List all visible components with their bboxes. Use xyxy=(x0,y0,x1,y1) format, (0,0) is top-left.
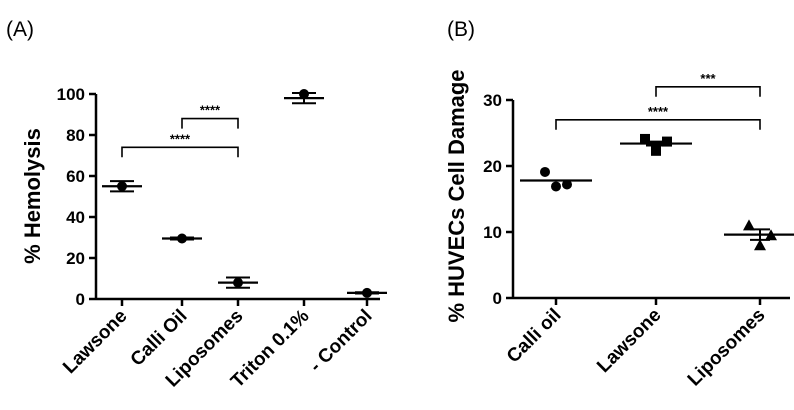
panel-a-significance-bracket xyxy=(181,117,239,129)
panel-a-y-tick-label: 80 xyxy=(66,126,85,145)
panel-b-significance-bracket xyxy=(655,86,761,97)
panel-b-data-point xyxy=(743,219,755,231)
panel-b-y-axis-title: % HUVECs Cell Damage xyxy=(444,69,469,322)
panel-a-y-axis-title: % Hemolysis xyxy=(20,128,45,264)
panel-b-data-point xyxy=(562,179,572,190)
panel-b-significance-label: *** xyxy=(700,71,716,86)
panel-b-data-point xyxy=(765,229,777,241)
panel-b-data-point xyxy=(651,145,661,156)
panel-b-significance-label: **** xyxy=(648,104,669,119)
panel-a-x-tick-label: - Control xyxy=(306,306,377,377)
panel-b-y-tick-label: 10 xyxy=(483,223,502,242)
panel-a-label: (A) xyxy=(6,18,34,41)
panel-a-y-tick-label: 20 xyxy=(66,249,85,268)
panel-a-y-tick-label: 0 xyxy=(76,290,85,309)
panel-b-data-point xyxy=(540,166,550,177)
panel-a-data-point xyxy=(362,287,372,298)
panel-b-x-tick-label: Liposomes xyxy=(684,305,770,391)
panel-a-data-point xyxy=(177,233,187,244)
panel-b-y-tick-label: 30 xyxy=(483,91,502,110)
panel-a-y-tick-label: 60 xyxy=(66,167,85,186)
panel-b-x-tick-label: Lawsone xyxy=(593,305,665,377)
panel-b-y-tick-label: 0 xyxy=(493,289,502,308)
panel-a-y-tick-label: 100 xyxy=(57,85,85,104)
panel-b-data-point xyxy=(551,181,561,192)
panel-b-data-point xyxy=(662,136,672,147)
panel-b-label: (B) xyxy=(447,18,475,41)
panel-a-significance-label: **** xyxy=(200,103,221,118)
panel-b-data-point xyxy=(754,239,766,251)
panel-a-data-point xyxy=(233,277,243,288)
panel-a-data-point xyxy=(117,181,127,192)
panel-a-y-tick-label: 40 xyxy=(66,208,85,227)
panel-a-significance-bracket xyxy=(121,146,239,158)
panel-b-data-point xyxy=(640,133,650,144)
panel-a-data-point xyxy=(299,89,309,99)
panel-a: (A) % Hemolysis 020406080100LawsoneCalli… xyxy=(6,18,387,392)
panel-a-x-tick-label: Lawsone xyxy=(59,306,131,378)
panel-b-x-tick-label: Calli oil xyxy=(503,305,566,368)
panel-a-significance-label: **** xyxy=(170,131,191,146)
panel-b-y-tick-label: 20 xyxy=(483,157,502,176)
panel-b: (B) % HUVECs Cell Damage 0 10 20 30 Calli oi… xyxy=(444,18,794,390)
panel-b-significance-bracket xyxy=(555,119,761,130)
